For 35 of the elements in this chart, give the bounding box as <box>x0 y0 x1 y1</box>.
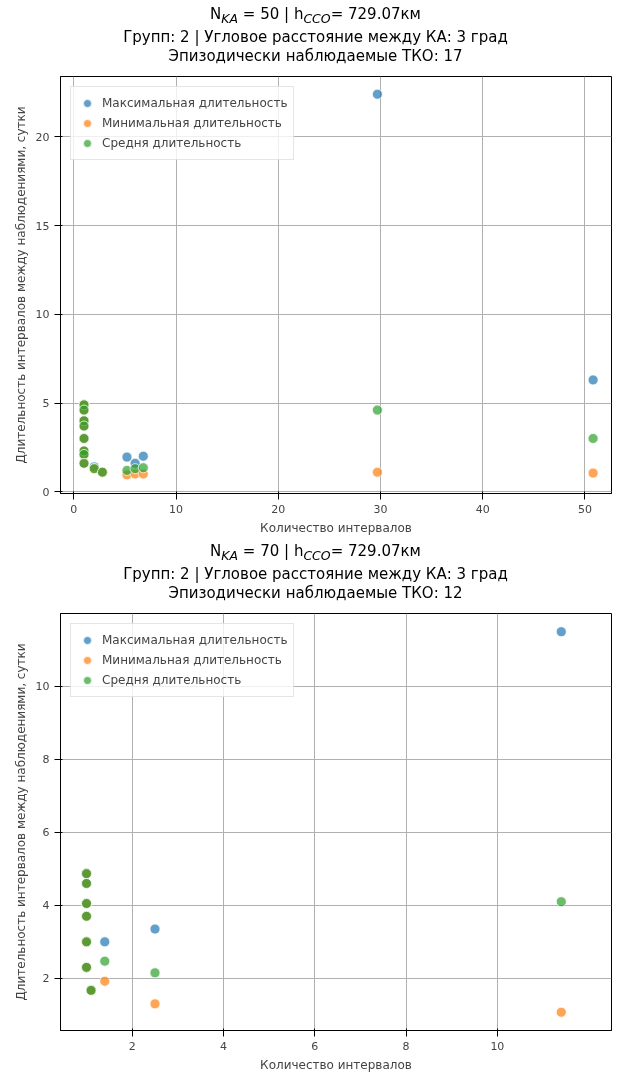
y-tick-label: 0 <box>42 485 50 499</box>
x-tick-label: 4 <box>219 1039 227 1053</box>
x-axis-title: Количество интервалов <box>260 520 412 535</box>
x-tick-label: 20 <box>271 502 286 516</box>
y-tick-label: 10 <box>35 308 50 322</box>
legend-label: Максимальная длительность <box>102 633 288 647</box>
x-tick-label: 6 <box>311 1039 319 1053</box>
y-tick-label: 6 <box>42 826 50 840</box>
y-tick-label: 2 <box>42 972 50 986</box>
x-tick-label: 0 <box>70 502 78 516</box>
chart-title: N$_{KA}$ = 70 | h$_{CCO}$= 729.07км <box>210 542 421 563</box>
y-tick-label: 20 <box>35 130 50 144</box>
x-tick-label: 10 <box>490 1039 505 1053</box>
y-tick-label: 8 <box>42 753 50 767</box>
x-tick-label: 40 <box>475 502 490 516</box>
x-tick-label: 8 <box>402 1039 410 1053</box>
legend-label: Минимальная длительность <box>102 116 282 130</box>
y-tick-label: 15 <box>35 219 50 233</box>
legend-label: Средня длительность <box>102 136 242 150</box>
x-axis-title: Количество интервалов <box>260 1057 412 1072</box>
x-tick-label: 30 <box>373 502 388 516</box>
x-tick-label: 10 <box>169 502 184 516</box>
y-axis-title: Длительность интервалов между наблюдениями, сутки <box>13 106 28 464</box>
legend-label: Максимальная длительность <box>102 96 288 110</box>
y-tick-label: 5 <box>42 397 50 410</box>
x-tick-label: 2 <box>128 1039 136 1053</box>
chart-title: N$_{KA}$ = 50 | h$_{CCO}$= 729.07км <box>210 5 421 26</box>
y-tick-label: 10 <box>35 680 50 694</box>
x-tick-label: 50 <box>577 502 592 516</box>
chart-subtitle: Групп: 2 | Угловое расстояние между КА: 3 град Эпизодически наблюдаемые ТКО: 17 <box>123 28 508 65</box>
legend-label: Средня длительность <box>102 673 242 687</box>
y-axis-title: Длительность интервалов между наблюдениями, сутки <box>13 643 28 1001</box>
chart-subtitle: Групп: 2 | Угловое расстояние между КА: 3 град Эпизодически наблюдаемые ТКО: 12 <box>123 565 508 602</box>
legend-label: Минимальная длительность <box>102 653 282 667</box>
y-tick-label: 4 <box>42 899 50 913</box>
